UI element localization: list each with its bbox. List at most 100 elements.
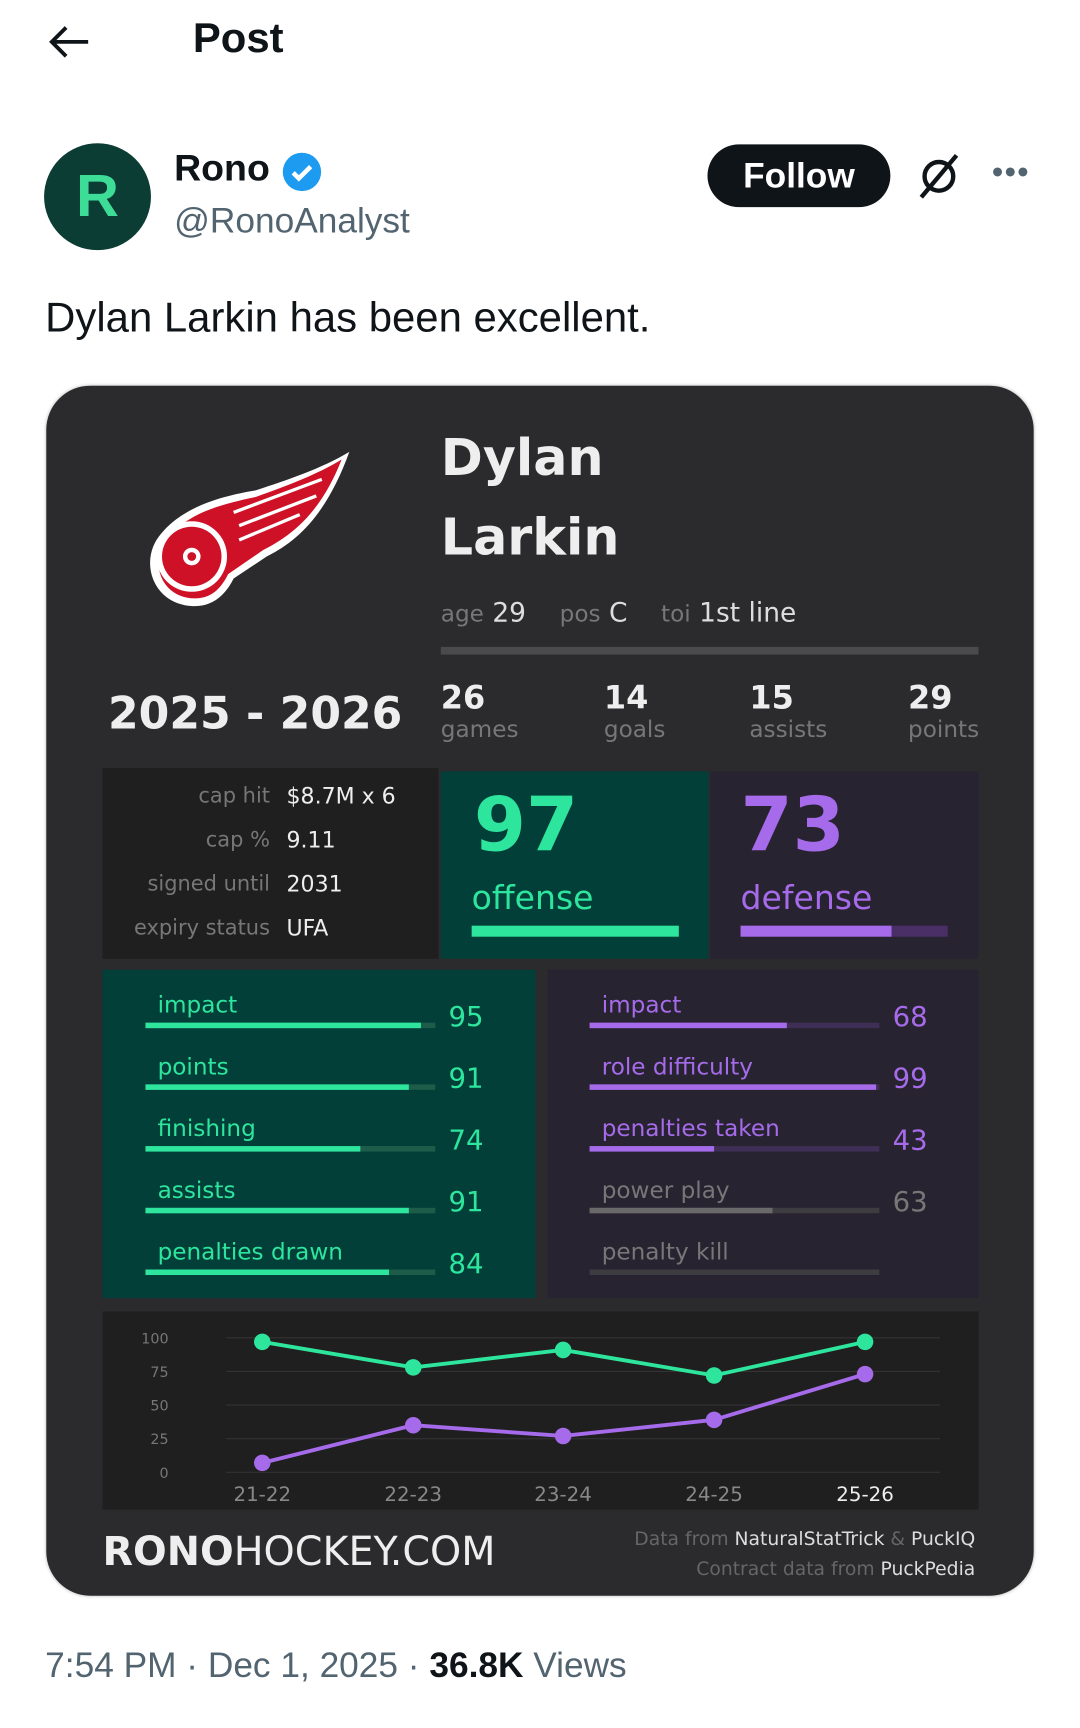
data-point-defense xyxy=(254,1454,271,1472)
brand-bold: RONO xyxy=(102,1529,234,1575)
post-meta: 7:54 PM · Dec 1, 2025 · 36.8K Views xyxy=(45,1645,627,1685)
more-options-icon[interactable]: ••• xyxy=(991,154,1030,191)
data-source: Data from NaturalStatTrick & PuckIQ xyxy=(634,1528,976,1551)
stat-bar-fill xyxy=(589,1022,787,1029)
stat-bar-fill xyxy=(145,1269,389,1276)
contract-value: UFA xyxy=(286,914,329,942)
pos-value: C xyxy=(608,597,628,629)
data-point-defense xyxy=(856,1365,874,1383)
divider xyxy=(440,646,979,655)
toi-label: toi xyxy=(661,600,691,628)
y-tick-label: 100 xyxy=(141,1331,168,1347)
x-tick-label: 23-24 xyxy=(534,1483,592,1506)
stat-bar-track xyxy=(589,1269,880,1276)
author-name[interactable]: Rono xyxy=(174,147,270,190)
data-point-defense xyxy=(404,1416,422,1434)
stat-row-value: 91 xyxy=(448,1062,484,1095)
y-tick-label: 75 xyxy=(150,1365,168,1381)
data-point-defense xyxy=(705,1411,723,1429)
stat-row-value: 95 xyxy=(448,1000,484,1033)
y-tick-label: 0 xyxy=(159,1466,168,1482)
stat-row-value: 74 xyxy=(448,1124,484,1156)
brand-logo: RONOHOCKEY.COM xyxy=(102,1530,495,1575)
grok-icon[interactable] xyxy=(915,151,963,202)
data-point-offense xyxy=(404,1359,422,1376)
stat-label: goals xyxy=(603,716,666,743)
x-tick-label: 21-22 xyxy=(233,1483,291,1506)
pos-label: pos xyxy=(559,600,601,628)
contract-label: expiry status xyxy=(133,915,270,941)
offense-bar xyxy=(471,925,679,937)
stat-row-label: assists xyxy=(157,1176,236,1204)
stat-value: 14 xyxy=(603,678,649,717)
verified-badge-icon xyxy=(282,152,322,192)
stat-bar-fill xyxy=(589,1146,715,1152)
defense-label: defense xyxy=(740,879,873,918)
stat-bar-fill xyxy=(145,1022,421,1029)
stat-row-label: penalties taken xyxy=(601,1115,780,1142)
stat-bar-fill xyxy=(145,1084,410,1090)
offense-score: 97 xyxy=(473,782,579,870)
stat-value: 29 xyxy=(908,678,953,717)
author-handle[interactable]: @RonoAnalyst xyxy=(174,200,410,241)
player-first-name: Dylan xyxy=(440,427,604,488)
stat-bar-track xyxy=(589,1146,880,1152)
age-label: age xyxy=(440,600,484,628)
data-point-offense xyxy=(705,1367,723,1384)
defense-panel: 73 defense xyxy=(710,771,979,959)
stat-row-value: 68 xyxy=(892,1000,928,1033)
stat-row-label: impact xyxy=(601,991,682,1019)
stat-bar-fill xyxy=(589,1207,773,1214)
stat-row-value: 84 xyxy=(448,1247,484,1280)
stat-label: points xyxy=(908,716,980,743)
data-point-offense xyxy=(856,1333,874,1351)
stat-bar-fill xyxy=(145,1146,360,1152)
contract-value: 2031 xyxy=(286,870,343,898)
data-point-defense xyxy=(554,1427,572,1445)
x-tick-label: 24-25 xyxy=(685,1483,743,1506)
stat-row-value: 91 xyxy=(448,1185,484,1218)
contract-value: $8.7M x 6 xyxy=(286,782,396,809)
stat-row-value: 43 xyxy=(892,1124,928,1156)
stat-row-label: penalties drawn xyxy=(157,1238,343,1266)
offense-label: offense xyxy=(471,879,594,918)
chart-background xyxy=(102,1311,979,1510)
stat-bar-fill xyxy=(589,1084,877,1090)
stat-value: 15 xyxy=(749,678,794,717)
stat-bar-fill xyxy=(145,1207,410,1214)
player-last-name: Larkin xyxy=(440,506,620,567)
stat-row-value: 63 xyxy=(892,1185,928,1218)
toi-value: 1st line xyxy=(699,597,797,629)
stat-label: assists xyxy=(749,716,828,743)
contract-panel xyxy=(102,768,439,959)
contract-label: cap hit xyxy=(198,783,270,808)
player-card-image[interactable]: Dylan Larkin age 29 pos C toi 1st line 2… xyxy=(46,385,1034,1596)
contract-label: signed until xyxy=(147,871,270,896)
avatar[interactable]: R xyxy=(44,143,151,251)
stat-row-label: points xyxy=(157,1053,229,1080)
defense-bar xyxy=(740,925,892,937)
brand-rest: HOCKEY.COM xyxy=(233,1529,496,1575)
y-tick-label: 25 xyxy=(150,1432,168,1448)
age-value: 29 xyxy=(492,597,526,629)
stat-row-label: finishing xyxy=(157,1115,256,1142)
trend-chart: 100 75 50 25 0 21-22 22-23 23-24 24-25 25-26 xyxy=(102,1311,979,1510)
avatar-letter: R xyxy=(76,163,120,230)
post-time[interactable]: 7:54 PM xyxy=(45,1645,177,1685)
x-tick-label: 22-23 xyxy=(384,1483,442,1506)
page-title: Post xyxy=(192,15,284,62)
player-bio: age 29 pos C toi 1st line xyxy=(441,597,796,628)
follow-label: Follow xyxy=(743,155,855,196)
follow-button[interactable]: Follow xyxy=(707,144,891,208)
red-wings-logo-icon xyxy=(150,451,350,607)
stat-value: 26 xyxy=(440,678,486,717)
back-arrow-icon[interactable] xyxy=(48,24,90,59)
post-date[interactable]: Dec 1, 2025 xyxy=(207,1645,399,1685)
tweet-text: Dylan Larkin has been excellent. xyxy=(45,295,651,342)
stat-row-label: power play xyxy=(601,1176,730,1204)
contract-source: Contract data from PuckPedia xyxy=(696,1558,976,1581)
data-point-offense xyxy=(554,1341,572,1359)
stat-label: games xyxy=(440,716,519,743)
stat-row-label: role difficulty xyxy=(601,1053,753,1080)
stat-row-label: impact xyxy=(157,991,238,1019)
